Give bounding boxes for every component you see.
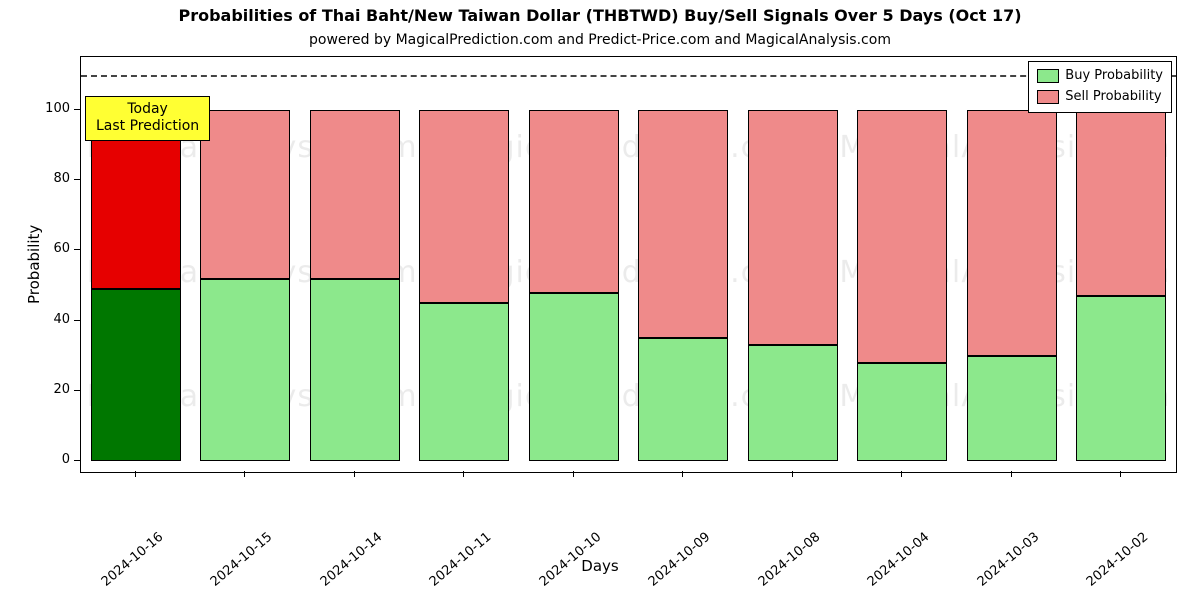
bar-buy	[748, 345, 838, 461]
bar-sell	[748, 110, 838, 346]
xtick-mark	[901, 471, 902, 477]
legend-swatch-sell	[1037, 90, 1059, 104]
bar-sell	[200, 110, 290, 279]
ytick-label: 60	[36, 241, 70, 256]
annotation-line: Today	[96, 101, 199, 119]
plot-area: MagicalAnalysis.com . MagicalPrediction.…	[80, 56, 1177, 473]
ytick-mark	[74, 109, 80, 110]
legend: Buy ProbabilitySell Probability	[1028, 61, 1172, 113]
bar-sell	[529, 110, 619, 293]
bar-buy	[967, 356, 1057, 462]
bar-sell	[419, 110, 509, 303]
ytick-mark	[74, 320, 80, 321]
annotation-today: TodayLast Prediction	[85, 96, 210, 141]
ytick-mark	[74, 179, 80, 180]
bar-sell	[310, 110, 400, 279]
bar-buy	[200, 279, 290, 462]
ytick-label: 20	[36, 382, 70, 397]
ytick-mark	[74, 249, 80, 250]
y-axis-label: Probability	[25, 224, 43, 303]
legend-item-buy: Buy Probability	[1037, 66, 1163, 87]
xtick-mark	[792, 471, 793, 477]
bar-sell	[857, 110, 947, 363]
xtick-mark	[354, 471, 355, 477]
xtick-mark	[1011, 471, 1012, 477]
bar-buy	[857, 363, 947, 461]
legend-item-sell: Sell Probability	[1037, 87, 1163, 108]
bar-sell	[1076, 110, 1166, 296]
ytick-label: 40	[36, 312, 70, 327]
ytick-label: 100	[36, 101, 70, 116]
ytick-label: 80	[36, 171, 70, 186]
bar-buy	[91, 289, 181, 461]
chart-title: Probabilities of Thai Baht/New Taiwan Do…	[0, 6, 1200, 25]
legend-swatch-buy	[1037, 69, 1059, 83]
xtick-mark	[135, 471, 136, 477]
bar-sell	[967, 110, 1057, 356]
xtick-mark	[463, 471, 464, 477]
hline-threshold	[81, 75, 1176, 77]
bar-sell	[638, 110, 728, 339]
bar-buy	[1076, 296, 1166, 461]
xtick-mark	[244, 471, 245, 477]
xtick-mark	[682, 471, 683, 477]
bar-buy	[638, 338, 728, 461]
bar-buy	[310, 279, 400, 462]
xtick-mark	[1120, 471, 1121, 477]
bar-buy	[529, 293, 619, 462]
figure: Probabilities of Thai Baht/New Taiwan Do…	[0, 0, 1200, 600]
ytick-mark	[74, 390, 80, 391]
annotation-line: Last Prediction	[96, 118, 199, 136]
legend-label-sell: Sell Probability	[1065, 87, 1161, 108]
ytick-label: 0	[36, 452, 70, 467]
xtick-mark	[573, 471, 574, 477]
legend-label-buy: Buy Probability	[1065, 66, 1163, 87]
chart-subtitle: powered by MagicalPrediction.com and Pre…	[0, 32, 1200, 48]
ytick-mark	[74, 460, 80, 461]
bar-buy	[419, 303, 509, 461]
